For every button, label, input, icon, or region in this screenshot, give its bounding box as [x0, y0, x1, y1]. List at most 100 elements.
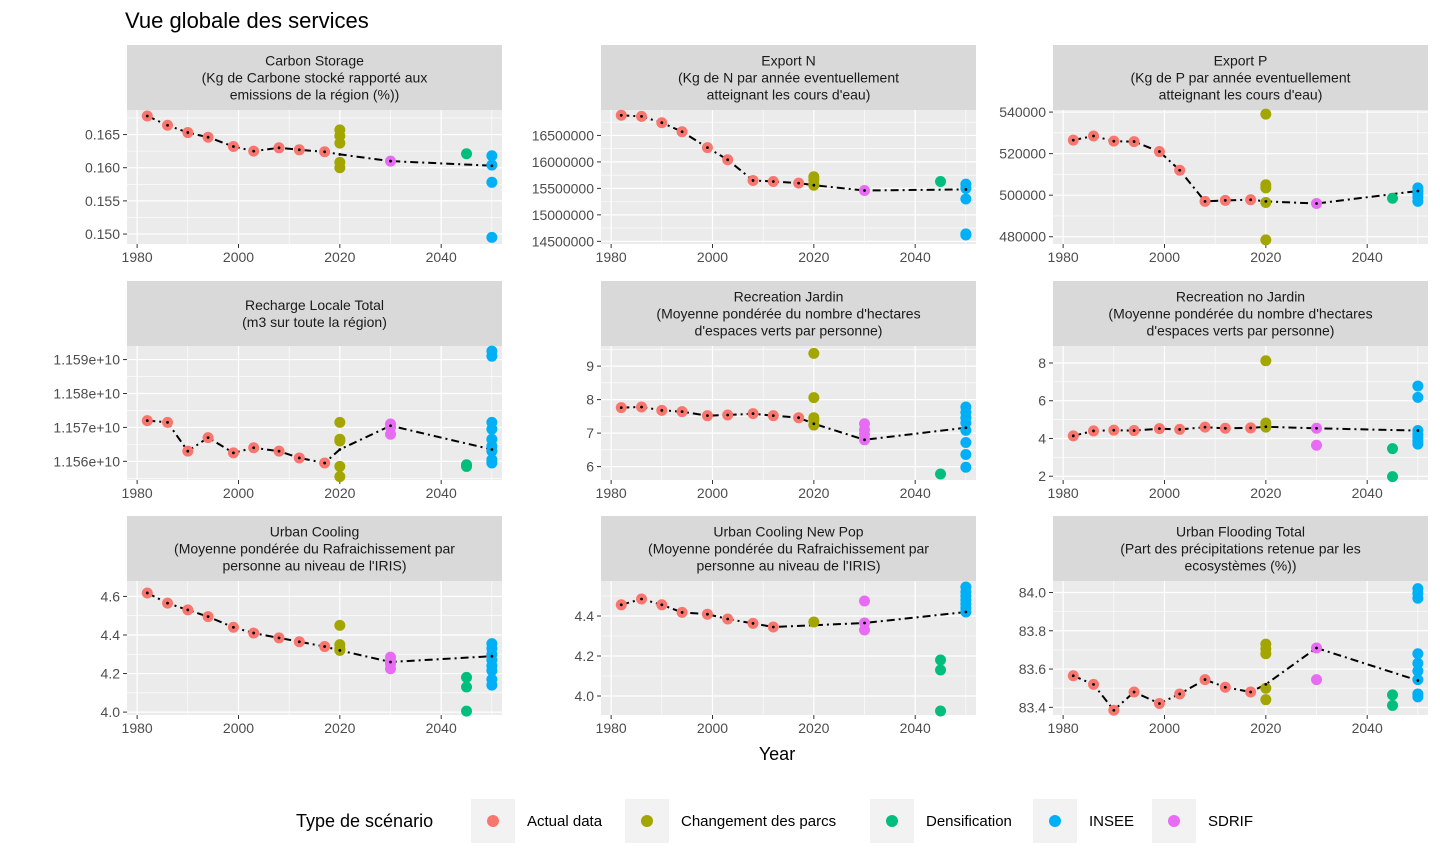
- trend-vertex: [706, 414, 709, 418]
- y-tick-label: 0.150: [85, 226, 120, 242]
- trend-vertex: [1112, 139, 1116, 143]
- trend-vertex: [1416, 429, 1420, 432]
- trend-vertex: [323, 150, 327, 154]
- y-tick-label: 16000000: [532, 154, 595, 170]
- trend-vertex: [619, 603, 623, 607]
- x-tick-label: 2000: [223, 485, 254, 501]
- point-changement-des-parcs: [1260, 108, 1272, 120]
- strip-line: personne au niveau de l'IRIS): [222, 558, 406, 574]
- point-insee: [960, 449, 972, 461]
- y-tick-label: 7: [586, 425, 594, 441]
- trend-vertex: [1249, 426, 1253, 430]
- x-tick-label: 2040: [426, 249, 457, 265]
- point-sdrif: [385, 428, 397, 440]
- trend-vertex: [277, 636, 281, 640]
- panel-background: [127, 581, 502, 715]
- trend-vertex: [1223, 426, 1227, 430]
- y-tick-label: 540000: [999, 104, 1046, 120]
- point-densification: [1387, 192, 1399, 204]
- trend-vertex: [1203, 425, 1207, 429]
- strip-line: Urban Cooling: [270, 524, 360, 540]
- legend: Type de scénario Actual data Changement d…: [296, 799, 1253, 843]
- trend-vertex: [863, 621, 866, 625]
- trend-vertex: [1203, 200, 1207, 203]
- point-insee: [486, 231, 498, 243]
- trend-vertex: [338, 649, 342, 652]
- x-tick-label: 2000: [697, 249, 728, 265]
- strip-line: (Moyenne pondérée du Rafraichissement pa…: [648, 541, 929, 557]
- x-tick-label: 2040: [1352, 485, 1383, 501]
- trend-vertex: [1158, 427, 1161, 431]
- y-tick-label: 1.157e+10: [53, 419, 120, 435]
- x-tick-label: 2000: [1149, 249, 1180, 265]
- y-tick-label: 83.8: [1019, 623, 1046, 639]
- point-insee: [486, 423, 498, 435]
- x-axis-label: Year: [759, 744, 795, 764]
- point-insee: [960, 229, 972, 241]
- x-tick-label: 2020: [798, 249, 829, 265]
- y-tick-label: 4.4: [575, 608, 595, 624]
- strip-line: Recreation Jardin: [734, 289, 844, 305]
- y-tick-label: 0.165: [85, 127, 120, 143]
- trend-vertex: [1264, 425, 1268, 429]
- point-changement-des-parcs: [1260, 694, 1272, 706]
- strip-line: Export P: [1214, 53, 1268, 69]
- point-changement-des-parcs: [334, 619, 346, 631]
- trend-vertex: [297, 640, 301, 644]
- point-densification: [461, 705, 473, 717]
- trend-vertex: [863, 438, 866, 442]
- trend-vertex: [297, 148, 301, 152]
- trend-vertex: [1071, 434, 1075, 438]
- point-insee: [486, 176, 498, 188]
- point-densification: [461, 671, 473, 683]
- point-insee: [486, 679, 498, 691]
- point-insee: [486, 457, 498, 469]
- trend-vertex: [640, 597, 643, 601]
- point-insee: [1412, 691, 1424, 703]
- trend-vertex: [145, 114, 149, 118]
- trend-vertex: [1092, 134, 1095, 138]
- strip-line: emissions de la région (%)): [230, 87, 400, 103]
- trend-vertex: [338, 448, 342, 451]
- trend-vertex: [490, 164, 494, 168]
- trend-vertex: [1315, 646, 1318, 650]
- trend-vertex: [771, 625, 775, 629]
- point-insee: [1412, 195, 1424, 207]
- point-changement-des-parcs: [1260, 182, 1272, 194]
- strip-urban-flooding-total: [1053, 516, 1428, 581]
- trend-vertex: [726, 158, 730, 162]
- x-tick-label: 1980: [596, 720, 627, 736]
- trend-vertex: [680, 130, 684, 134]
- trend-vertex: [680, 410, 684, 414]
- y-tick-label: 4.0: [575, 688, 595, 704]
- point-changement-des-parcs: [808, 392, 820, 404]
- point-insee: [1412, 391, 1424, 403]
- trend-vertex: [726, 413, 730, 417]
- y-tick-label: 4: [1038, 430, 1046, 446]
- x-tick-label: 1980: [596, 485, 627, 501]
- panels-group: Carbon Storage(Kg de Carbone stocké rapp…: [53, 45, 1428, 736]
- trend-vertex: [166, 420, 169, 424]
- legend-label-actual-data: Actual data: [527, 813, 603, 830]
- panel-urban-cooling-new-pop: Urban Cooling New Pop(Moyenne pondérée d…: [575, 516, 976, 736]
- legend-label-insee: INSEE: [1089, 813, 1134, 830]
- strip-line: Recharge Locale Total: [245, 297, 384, 313]
- y-tick-label: 1.158e+10: [53, 385, 120, 401]
- panel-background: [1053, 581, 1428, 715]
- strip-line: (Part des précipitations retenue par les: [1120, 541, 1360, 557]
- y-tick-label: 2: [1038, 468, 1046, 484]
- point-sdrif: [1311, 439, 1323, 451]
- trend-vertex: [323, 645, 327, 648]
- trend-vertex: [232, 625, 235, 629]
- y-tick-label: 4.2: [101, 666, 121, 682]
- trend-vertex: [1071, 138, 1075, 142]
- trend-vertex: [1178, 428, 1182, 431]
- y-tick-label: 14500000: [532, 233, 595, 249]
- point-changement-des-parcs: [1260, 234, 1272, 246]
- x-tick-label: 1980: [1048, 249, 1079, 265]
- y-tick-label: 4.0: [101, 704, 121, 720]
- trend-vertex: [206, 615, 210, 619]
- trend-vertex: [797, 416, 801, 420]
- trend-vertex: [1315, 202, 1318, 205]
- panel-background: [127, 346, 502, 480]
